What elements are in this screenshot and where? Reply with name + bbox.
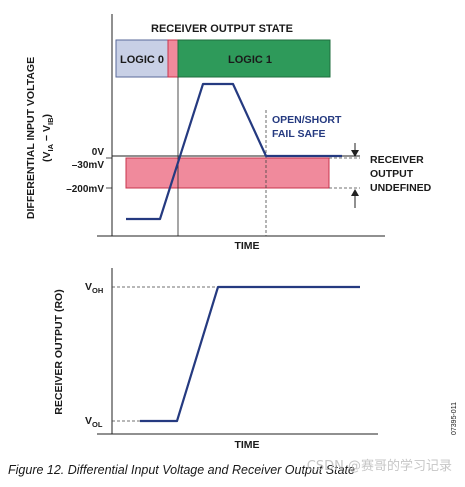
undefined-band-arrows — [351, 143, 359, 208]
undefined-line3: UNDEFINED — [370, 182, 432, 194]
svg-text:RECEIVER OUTPUT (RO): RECEIVER OUTPUT (RO) — [53, 289, 65, 414]
side-code: 07395-011 — [451, 402, 458, 435]
undefined-region — [125, 157, 330, 189]
differential-input-trace — [126, 82, 342, 221]
tick-minus30mv: –30mV — [72, 160, 105, 171]
logic1-label: LOGIC 1 — [228, 54, 272, 66]
undefined-line1: RECEIVER — [370, 154, 424, 166]
watermark: CSDN @赛哥的学习记录 — [307, 458, 452, 474]
svg-text:07395-011: 07395-011 — [451, 402, 458, 435]
bottom-x-axis-label: TIME — [234, 439, 259, 451]
undefined-line2: OUTPUT — [370, 168, 414, 180]
logic-transition-region — [167, 39, 179, 78]
fail-safe-line1: OPEN/SHORT — [272, 114, 342, 126]
receiver-output-trace — [140, 285, 360, 423]
top-y-axis-title: DIFFERENTIAL INPUT VOLTAGE (VIA − VIB) — [25, 57, 55, 219]
voh-label: VOH — [85, 281, 103, 295]
bottom-y-axis-title: RECEIVER OUTPUT (RO) — [53, 289, 65, 414]
logic1-region — [177, 39, 331, 78]
vol-label: VOL — [85, 415, 103, 429]
svg-text:(VIA − VIB): (VIA − VIB) — [41, 114, 55, 162]
tick-minus200mv: –200mV — [66, 184, 104, 195]
figure-caption: Figure 12. Differential Input Voltage an… — [8, 463, 355, 477]
top-x-axis-label: TIME — [234, 240, 259, 252]
tick-0v: 0V — [92, 147, 105, 158]
logic0-region — [115, 39, 169, 78]
receiver-output-state-title: RECEIVER OUTPUT STATE — [151, 23, 293, 35]
fail-safe-line2: FAIL SAFE — [272, 128, 325, 140]
logic0-label: LOGIC 0 — [120, 54, 164, 66]
svg-text:DIFFERENTIAL INPUT VOLTAGE: DIFFERENTIAL INPUT VOLTAGE — [25, 57, 37, 219]
